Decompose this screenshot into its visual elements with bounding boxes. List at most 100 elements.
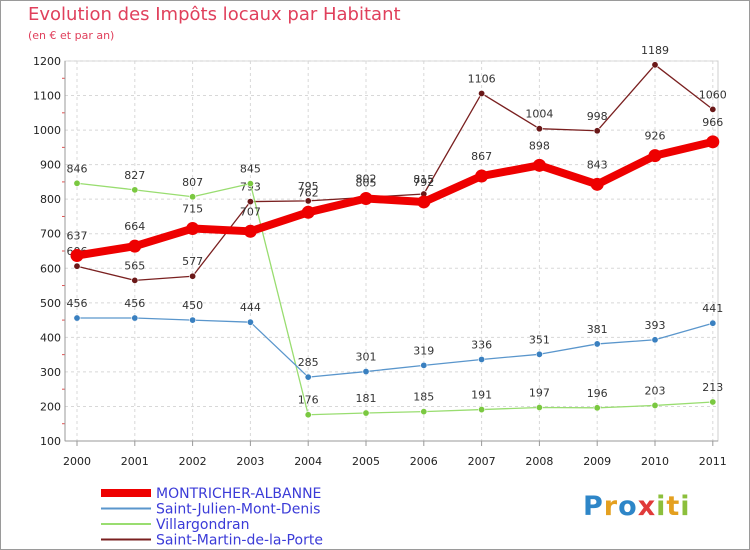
data-label-saint-julien-mont-denis: 450	[182, 299, 203, 312]
data-label-villargondran: 185	[413, 391, 434, 404]
data-point-montricher-albanne	[359, 191, 373, 205]
y-tick-label: 200	[40, 400, 61, 413]
logo-letter: P	[583, 491, 604, 522]
data-label-saint-julien-mont-denis: 456	[124, 297, 145, 310]
data-label-montricher-albanne: 898	[529, 139, 550, 152]
data-label-villargondran: 845	[240, 163, 261, 176]
data-label-villargondran: 176	[298, 394, 319, 407]
logo-letter: o	[618, 491, 638, 522]
data-label-saint-martin-de-la-porte: 1189	[641, 44, 669, 57]
data-label-montricher-albanne: 966	[702, 116, 723, 129]
chart-subtitle: (en € et par an)	[28, 29, 115, 42]
data-point-villargondran	[709, 398, 717, 406]
y-tick-label: 1100	[33, 90, 61, 103]
x-tick-label: 2011	[699, 455, 727, 468]
proxiti-logo: Proxiti	[583, 491, 691, 522]
data-label-saint-julien-mont-denis: 381	[587, 323, 608, 336]
data-point-villargondran	[593, 404, 601, 412]
data-label-saint-julien-mont-denis: 393	[645, 319, 666, 332]
data-label-saint-martin-de-la-porte: 1004	[525, 108, 553, 121]
data-label-saint-martin-de-la-porte: 815	[413, 173, 434, 186]
data-point-montricher-albanne	[70, 248, 84, 262]
legend-label-villargondran: Villargondran	[156, 517, 249, 533]
y-tick-label: 700	[40, 228, 61, 241]
x-tick-label: 2000	[63, 455, 91, 468]
data-point-saint-martin-de-la-porte	[709, 105, 717, 113]
data-point-saint-julien-mont-denis	[304, 373, 312, 381]
y-tick-label: 1200	[33, 55, 61, 68]
data-point-montricher-albanne	[243, 224, 257, 238]
x-tick-label: 2010	[641, 455, 669, 468]
y-tick-label: 400	[40, 331, 61, 344]
logo-letter: i	[656, 491, 667, 522]
x-tick-label: 2003	[236, 455, 264, 468]
data-point-villargondran	[420, 408, 428, 416]
x-tick-label: 2007	[468, 455, 496, 468]
series-line-villargondran	[76, 182, 714, 416]
data-label-villargondran: 807	[182, 176, 203, 189]
data-point-villargondran	[73, 179, 81, 187]
plot-area	[64, 60, 719, 442]
data-label-saint-julien-mont-denis: 301	[356, 351, 377, 364]
data-point-saint-martin-de-la-porte	[478, 89, 486, 97]
data-label-villargondran: 827	[124, 169, 145, 182]
data-label-montricher-albanne: 843	[587, 158, 608, 171]
data-label-saint-julien-mont-denis: 319	[413, 344, 434, 357]
data-label-montricher-albanne: 926	[645, 130, 666, 143]
y-tick-label: 900	[40, 159, 61, 172]
data-point-montricher-albanne	[301, 205, 315, 219]
data-label-saint-julien-mont-denis: 456	[67, 297, 88, 310]
data-point-saint-julien-mont-denis	[478, 355, 486, 363]
data-point-saint-julien-mont-denis	[131, 314, 139, 322]
series-line-montricher-albanne	[73, 137, 717, 260]
data-point-saint-julien-mont-denis	[246, 318, 254, 326]
data-label-saint-martin-de-la-porte: 565	[124, 259, 145, 272]
data-label-saint-julien-mont-denis: 285	[298, 356, 319, 369]
data-label-saint-julien-mont-denis: 351	[529, 333, 550, 346]
data-point-montricher-albanne	[590, 177, 604, 191]
data-label-villargondran: 196	[587, 387, 608, 400]
data-label-montricher-albanne: 707	[240, 205, 261, 218]
data-point-villargondran	[131, 186, 139, 194]
data-point-montricher-albanne	[706, 135, 720, 149]
x-tick-label: 2001	[121, 455, 149, 468]
data-point-saint-julien-mont-denis	[593, 340, 601, 348]
series-line-saint-julien-mont-denis	[76, 317, 714, 378]
data-point-saint-julien-mont-denis	[73, 314, 81, 322]
data-point-saint-julien-mont-denis	[651, 336, 659, 344]
data-label-montricher-albanne: 664	[124, 220, 145, 233]
data-point-montricher-albanne	[532, 158, 546, 172]
data-label-saint-julien-mont-denis: 336	[471, 338, 492, 351]
x-tick-label: 2006	[410, 455, 438, 468]
data-label-montricher-albanne: 715	[182, 203, 203, 216]
data-point-saint-julien-mont-denis	[709, 319, 717, 327]
data-point-villargondran	[304, 411, 312, 419]
data-point-saint-martin-de-la-porte	[189, 272, 197, 280]
data-label-villargondran: 197	[529, 386, 550, 399]
y-tick-label: 300	[40, 366, 61, 379]
data-point-saint-martin-de-la-porte	[131, 276, 139, 284]
data-point-saint-julien-mont-denis	[189, 316, 197, 324]
logo-letter: i	[680, 491, 691, 522]
series-line-saint-martin-de-la-porte	[76, 64, 714, 282]
data-point-villargondran	[535, 403, 543, 411]
data-point-villargondran	[362, 409, 370, 417]
data-label-villargondran: 191	[471, 389, 492, 402]
data-label-montricher-albanne: 867	[471, 150, 492, 163]
data-label-saint-martin-de-la-porte: 805	[356, 176, 377, 189]
data-point-saint-martin-de-la-porte	[535, 125, 543, 133]
data-point-saint-julien-mont-denis	[362, 368, 370, 376]
y-tick-label: 1000	[33, 124, 61, 137]
legend-label-saint-martin-de-la-porte: Saint-Martin-de-la-Porte	[156, 533, 323, 549]
data-point-montricher-albanne	[186, 222, 200, 236]
y-tick-label: 800	[40, 193, 61, 206]
data-point-saint-martin-de-la-porte	[651, 61, 659, 69]
data-point-saint-martin-de-la-porte	[593, 127, 601, 135]
data-point-saint-julien-mont-denis	[420, 361, 428, 369]
data-label-montricher-albanne: 792	[413, 176, 434, 189]
data-point-villargondran	[651, 401, 659, 409]
data-label-saint-julien-mont-denis: 444	[240, 301, 261, 314]
data-point-saint-martin-de-la-porte	[246, 198, 254, 206]
data-point-saint-julien-mont-denis	[535, 350, 543, 358]
